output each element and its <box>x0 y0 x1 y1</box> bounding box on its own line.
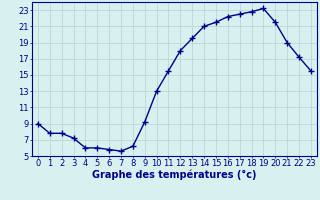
X-axis label: Graphe des températures (°c): Graphe des températures (°c) <box>92 170 257 180</box>
